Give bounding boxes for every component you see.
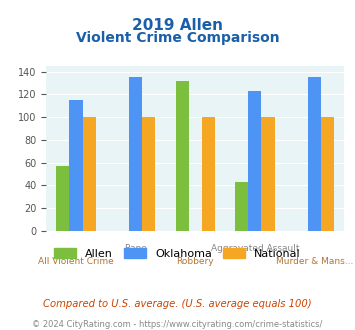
Bar [176, 81, 189, 231]
Legend: Allen, Oklahoma, National: Allen, Oklahoma, National [50, 244, 305, 263]
Bar [235, 182, 248, 231]
Bar [248, 91, 261, 231]
Text: © 2024 CityRating.com - https://www.cityrating.com/crime-statistics/: © 2024 CityRating.com - https://www.city… [32, 320, 323, 329]
Text: Rape: Rape [124, 244, 147, 253]
Bar [308, 77, 321, 231]
Bar [82, 117, 95, 231]
Bar [202, 117, 215, 231]
Bar [70, 100, 82, 231]
Text: Aggravated Assault: Aggravated Assault [211, 244, 299, 253]
Bar [129, 77, 142, 231]
Text: All Violent Crime: All Violent Crime [38, 257, 114, 266]
Bar [261, 117, 274, 231]
Bar [321, 117, 334, 231]
Bar [142, 117, 155, 231]
Text: Compared to U.S. average. (U.S. average equals 100): Compared to U.S. average. (U.S. average … [43, 299, 312, 309]
Bar [56, 166, 70, 231]
Text: 2019 Allen: 2019 Allen [132, 18, 223, 33]
Text: Robbery: Robbery [176, 257, 214, 266]
Text: Violent Crime Comparison: Violent Crime Comparison [76, 31, 279, 45]
Text: Murder & Mans...: Murder & Mans... [276, 257, 353, 266]
